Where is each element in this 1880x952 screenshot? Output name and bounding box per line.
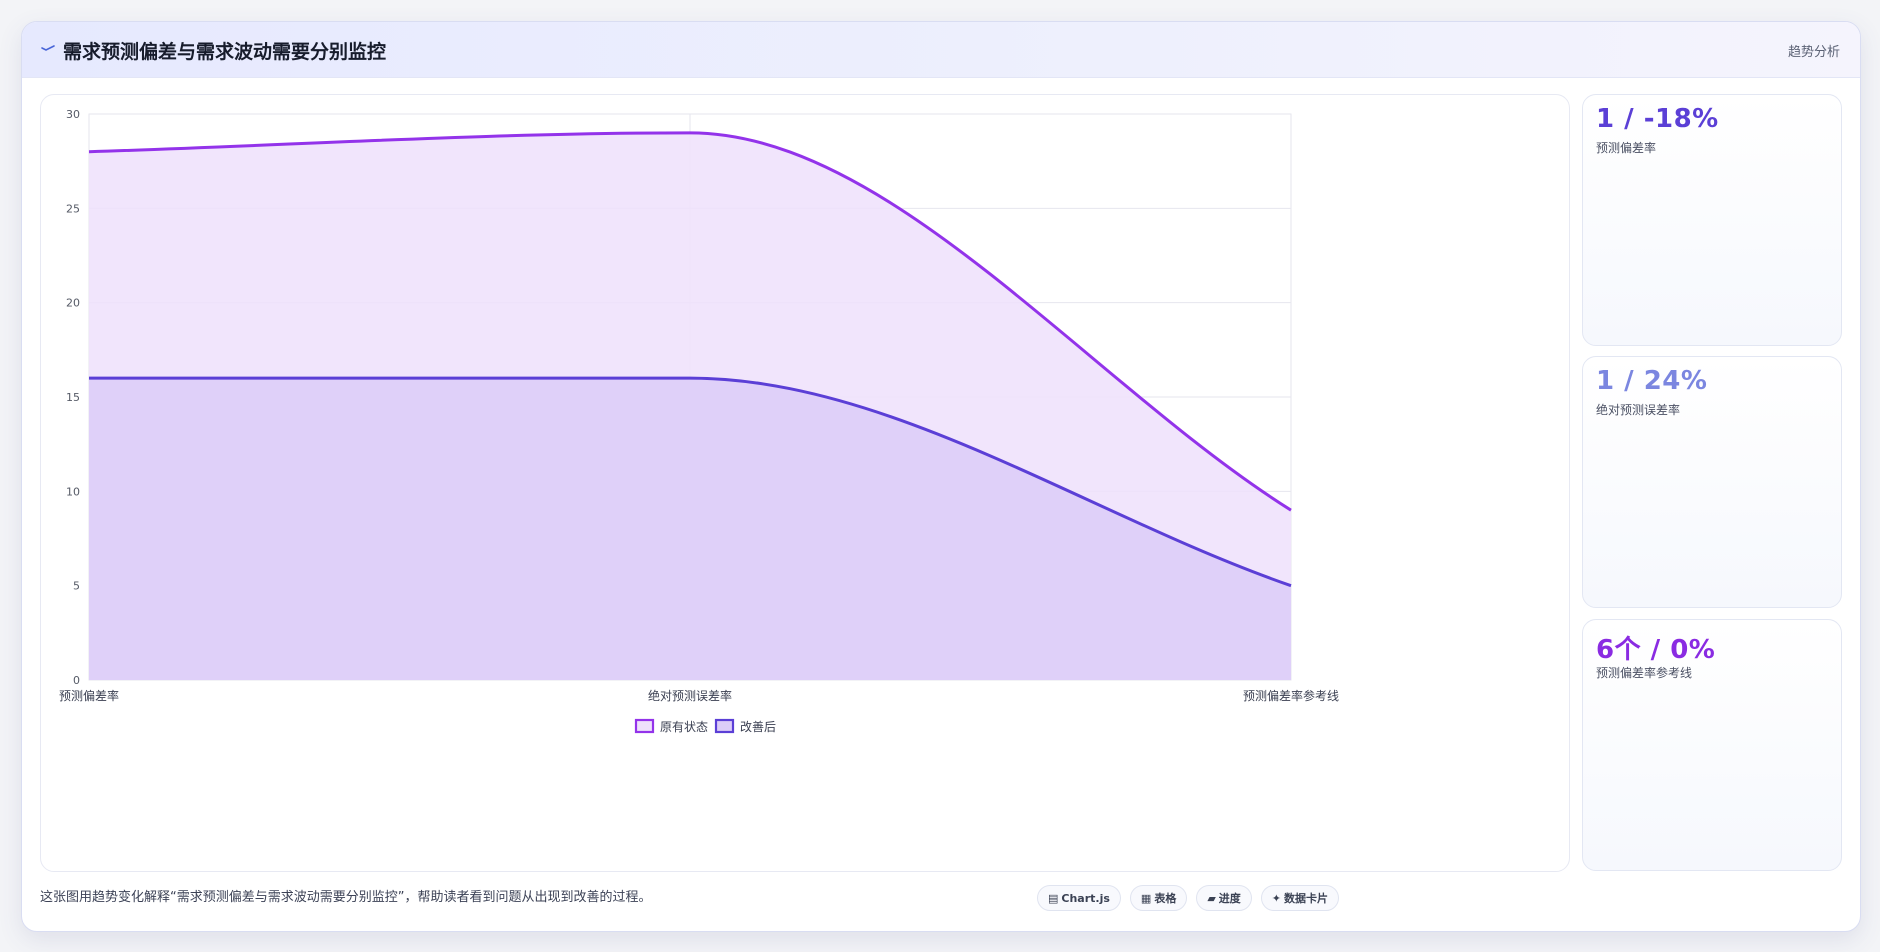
pill-progress[interactable]: ▰ 进度 bbox=[1196, 885, 1252, 911]
stat-label: 预测偏差率 bbox=[1596, 141, 1657, 155]
card-header: 需求预测偏差与需求波动需要分别监控 趋势分析 bbox=[22, 22, 1860, 78]
stat-card-2: 1 / 24% 绝对预测误差率 bbox=[1582, 356, 1842, 608]
series-area-2 bbox=[89, 378, 1291, 680]
stat-card-3: 6个 / 0% 预测偏差率参考线 bbox=[1582, 619, 1842, 871]
table-icon: ▦ bbox=[1140, 891, 1152, 905]
page-title: 需求预测偏差与需求波动需要分别监控 bbox=[63, 41, 387, 63]
chart-description: 这张图用趋势变化解释“需求预测偏差与需求波动需要分别监控”，帮助读者看到问题从出… bbox=[40, 890, 652, 905]
trend-analysis-label[interactable]: 趋势分析 bbox=[1787, 45, 1840, 60]
x-tick-label: 预测偏差率 bbox=[59, 688, 119, 703]
legend-label-2: 改善后 bbox=[740, 719, 776, 734]
stat-label: 绝对预测误差率 bbox=[1596, 403, 1681, 417]
report-card: 需求预测偏差与需求波动需要分别监控 趋势分析 0 5 10 15 20 25 30 预测偏差率… bbox=[21, 21, 1861, 932]
progress-icon: ▰ bbox=[1207, 891, 1216, 905]
pill-data-card[interactable]: ✦ 数据卡片 bbox=[1260, 885, 1340, 911]
stat-value: 1 / -18% bbox=[1596, 104, 1719, 134]
legend-label-1: 原有状态 bbox=[660, 720, 708, 734]
y-tick-label: 5 bbox=[73, 580, 80, 593]
pill-table[interactable]: ▦ 表格 bbox=[1129, 885, 1188, 911]
pill-label: 表格 bbox=[1154, 892, 1177, 905]
legend-swatch-2 bbox=[714, 718, 735, 734]
chart-line-icon bbox=[41, 45, 55, 51]
pill-label: 进度 bbox=[1218, 892, 1241, 905]
legend-swatch-1 bbox=[634, 718, 655, 734]
series-line-2 bbox=[89, 376, 1292, 588]
pill-chartjs[interactable]: ▤ Chart.js bbox=[1037, 885, 1121, 911]
series-line-1 bbox=[88, 131, 1292, 512]
y-tick-label: 30 bbox=[66, 108, 80, 121]
stat-value: 6个 / 0% bbox=[1596, 635, 1716, 665]
x-tick-label: 预测偏差率参考线 bbox=[1243, 688, 1339, 703]
x-tick-label: 绝对预测误差率 bbox=[648, 688, 732, 703]
stat-card-1: 1 / -18% 预测偏差率 bbox=[1582, 94, 1842, 346]
y-tick-label: 10 bbox=[66, 485, 80, 498]
chart-icon: ▤ bbox=[1048, 891, 1059, 905]
pill-label: 数据卡片 bbox=[1284, 892, 1329, 905]
pill-label: Chart.js bbox=[1061, 891, 1110, 905]
y-tick-label: 15 bbox=[66, 391, 80, 404]
card-icon: ✦ bbox=[1271, 891, 1282, 905]
y-tick-label: 25 bbox=[66, 202, 80, 215]
tag-pills: ▤ Chart.js ▦ 表格 ▰ 进度 ✦ 数据卡片 bbox=[1037, 885, 1340, 911]
stat-value: 1 / 24% bbox=[1596, 366, 1708, 396]
y-tick-label: 0 bbox=[73, 674, 80, 687]
y-tick-label: 20 bbox=[66, 297, 80, 310]
chart-panel: 0 5 10 15 20 25 30 预测偏差率 绝对预测误差率 预测偏差率参考线原有状态 改善后 bbox=[40, 94, 1570, 872]
stat-label: 预测偏差率参考线 bbox=[1596, 666, 1693, 680]
